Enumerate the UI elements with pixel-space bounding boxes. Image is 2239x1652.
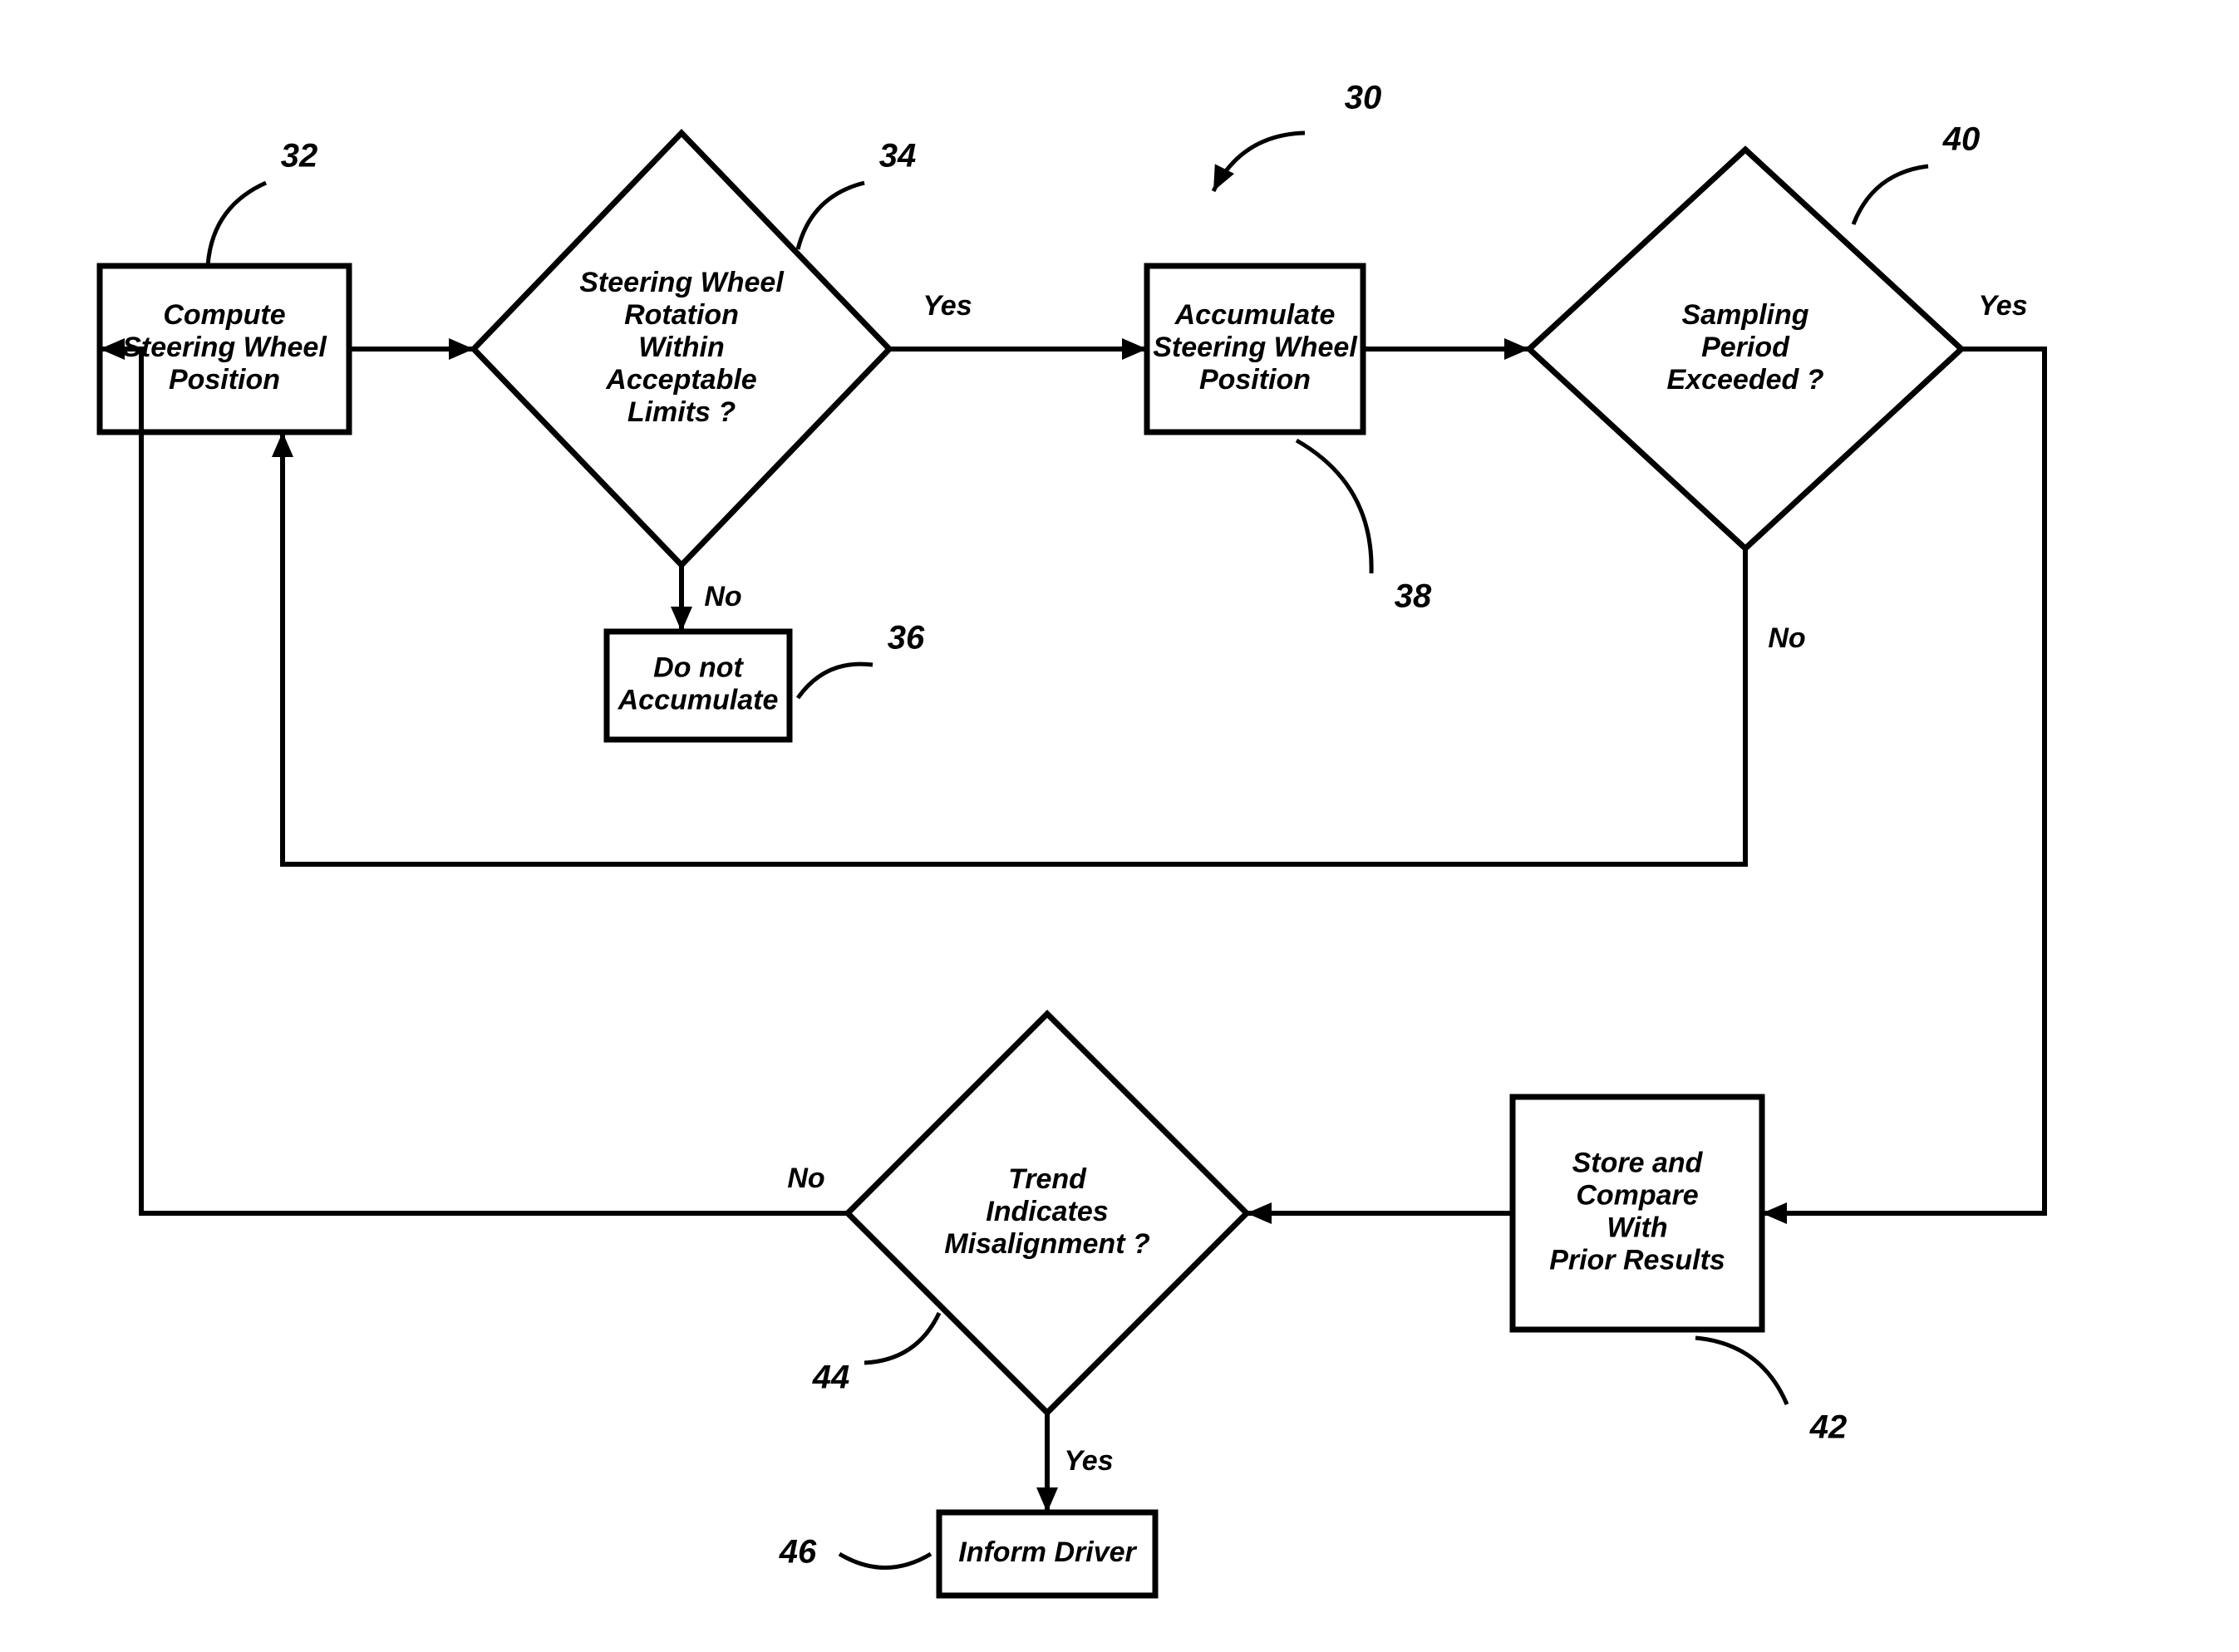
node-n34-line-1: Rotation [624,299,739,331]
node-n40-line-1: Period [1701,332,1790,363]
node-n38-line-1: Steering Wheel [1153,332,1358,363]
ref-46: 46 [779,1534,817,1571]
node-n36-line-1: Accumulate [618,685,779,716]
edge-5 [283,432,1745,864]
node-n44: TrendIndicatesMisalignment ? [848,1014,1247,1413]
ref-30-leader [1213,133,1305,191]
ref-42-leader [1695,1338,1787,1404]
node-n44-line-2: Misalignment ? [944,1228,1150,1260]
node-n44-line-1: Indicates [986,1196,1108,1227]
ref-40-leader [1853,166,1928,224]
node-n38-line-2: Position [1199,364,1311,396]
node-n32-line-1: Steering Wheel [122,332,327,363]
ref-32-leader [208,183,266,266]
flowchart-canvas: ComputeSteering WheelPositionSteering Wh… [0,0,2239,1652]
node-n34-line-4: Limits ? [627,396,736,428]
node-n34-line-3: Acceptable [605,364,756,396]
node-n42: Store andCompareWithPrior Results [1513,1097,1762,1330]
ref-34: 34 [879,138,917,175]
node-n32-line-0: Compute [163,299,285,331]
ref-40: 40 [1942,121,1981,158]
ref-38: 38 [1395,578,1432,615]
node-n36-line-0: Do not [653,651,744,683]
edge-2-label: No [704,581,741,612]
node-n44-line-0: Trend [1008,1163,1087,1195]
node-n42-line-1: Compare [1576,1179,1698,1211]
node-n42-line-0: Store and [1572,1147,1704,1178]
ref-42: 42 [1809,1409,1848,1446]
node-n34-line-2: Within [638,332,725,363]
ref-44: 44 [812,1359,850,1396]
edge-4-label: Yes [1978,290,2027,322]
node-n40: SamplingPeriodExceeded ? [1529,150,1961,548]
edge-7-label: No [787,1163,824,1194]
ref-44-leader [864,1313,939,1363]
ref-36-leader [798,664,873,698]
node-n36: Do notAccumulate [607,632,790,740]
node-n38-line-0: Accumulate [1174,299,1336,331]
node-n46: Inform Driver [939,1512,1155,1595]
node-n40-line-0: Sampling [1681,299,1808,331]
node-n32-line-2: Position [169,364,280,396]
node-n34-line-0: Steering Wheel [579,267,785,298]
ref-32: 32 [281,138,318,175]
ref-46-leader [839,1554,931,1568]
ref-36: 36 [888,620,925,656]
edge-8-label: Yes [1064,1445,1113,1477]
node-n46-line-0: Inform Driver [958,1536,1137,1568]
ref-34-leader [798,183,864,249]
node-n38: AccumulateSteering WheelPosition [1147,266,1363,432]
node-n40-line-2: Exceeded ? [1667,364,1824,396]
ref-30: 30 [1345,80,1382,116]
node-n42-line-3: Prior Results [1549,1245,1725,1276]
node-n42-line-2: With [1607,1212,1667,1244]
edge-1-label: Yes [923,290,972,322]
node-n34: Steering WheelRotationWithinAcceptableLi… [474,133,889,565]
ref-38-leader [1297,440,1371,573]
edge-5-label: No [1768,622,1805,654]
